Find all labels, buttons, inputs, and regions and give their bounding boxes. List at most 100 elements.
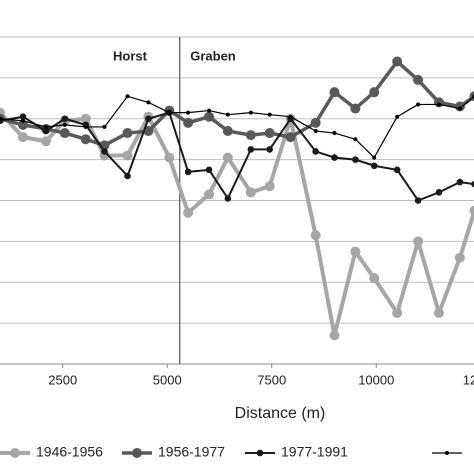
point xyxy=(267,112,272,117)
point xyxy=(264,181,275,192)
point xyxy=(313,129,318,134)
point xyxy=(247,146,255,153)
point xyxy=(146,100,151,105)
point xyxy=(17,132,28,143)
point xyxy=(225,112,230,117)
point xyxy=(125,94,130,99)
point xyxy=(310,230,321,241)
x-tick-label: 7500 xyxy=(257,372,286,387)
point xyxy=(285,132,296,143)
point xyxy=(350,103,361,114)
legend-marker xyxy=(256,449,264,457)
point xyxy=(248,110,253,115)
point xyxy=(101,148,108,155)
point xyxy=(413,74,424,85)
point xyxy=(207,108,212,113)
point xyxy=(370,162,378,170)
point xyxy=(145,115,152,123)
point xyxy=(369,273,380,284)
series-line xyxy=(0,111,474,338)
point xyxy=(332,131,337,136)
point xyxy=(393,166,401,174)
point xyxy=(222,126,233,137)
x-tick-label: 12500 xyxy=(463,372,474,387)
point xyxy=(245,187,256,198)
legend-marker xyxy=(10,448,20,458)
point xyxy=(288,114,293,119)
point xyxy=(392,56,403,67)
point xyxy=(40,136,51,147)
point xyxy=(224,195,232,202)
point xyxy=(204,189,215,200)
point xyxy=(124,172,131,180)
point xyxy=(183,207,194,218)
point xyxy=(204,111,215,122)
series-line xyxy=(0,59,474,148)
point xyxy=(102,124,107,129)
point xyxy=(222,152,233,163)
legend-marker xyxy=(132,448,142,458)
point xyxy=(471,180,474,188)
point xyxy=(167,110,172,115)
point xyxy=(264,128,275,139)
point xyxy=(414,197,422,204)
point xyxy=(454,101,465,112)
point xyxy=(372,155,377,160)
point xyxy=(310,117,321,128)
point xyxy=(122,150,133,161)
point xyxy=(80,113,91,124)
point xyxy=(205,166,213,174)
point xyxy=(245,130,256,141)
point xyxy=(392,307,403,318)
point xyxy=(469,205,474,216)
annotation: Graben xyxy=(190,48,236,63)
point xyxy=(352,156,359,163)
point xyxy=(62,122,67,127)
annotation: Horst xyxy=(113,48,148,63)
point xyxy=(457,106,462,111)
point xyxy=(350,246,361,257)
point xyxy=(59,128,70,139)
point xyxy=(435,189,443,196)
point xyxy=(369,87,380,98)
series-line xyxy=(0,111,474,202)
point xyxy=(61,115,69,123)
point xyxy=(143,126,154,137)
legend-label: 1956-1977 xyxy=(158,444,225,460)
x-tick-label: 10000 xyxy=(358,372,394,387)
x-axis-label: Distance (m) xyxy=(235,405,326,422)
point xyxy=(329,87,340,98)
point xyxy=(353,137,358,142)
point xyxy=(20,118,25,123)
point xyxy=(395,114,400,119)
point xyxy=(183,117,194,128)
legend-label: 1946-1956 xyxy=(36,444,103,460)
series-line xyxy=(0,95,474,159)
point xyxy=(17,119,28,130)
point xyxy=(184,168,192,176)
x-tick-label: 5000 xyxy=(153,372,182,387)
point xyxy=(433,307,444,318)
legend-label: 1977-1991 xyxy=(281,444,348,460)
legend-marker xyxy=(445,451,449,455)
point xyxy=(19,113,27,121)
point xyxy=(331,154,338,161)
point xyxy=(43,124,48,129)
point xyxy=(42,127,50,135)
point xyxy=(416,102,421,107)
x-tick-label: 2500 xyxy=(48,372,77,387)
point xyxy=(122,128,133,139)
point xyxy=(454,252,465,263)
point xyxy=(186,110,191,115)
point xyxy=(436,102,441,107)
point xyxy=(0,116,2,121)
point xyxy=(456,178,464,186)
point xyxy=(312,148,319,155)
point xyxy=(266,146,273,153)
point xyxy=(80,134,91,145)
point xyxy=(164,152,175,163)
point xyxy=(413,236,424,247)
point xyxy=(83,124,88,129)
